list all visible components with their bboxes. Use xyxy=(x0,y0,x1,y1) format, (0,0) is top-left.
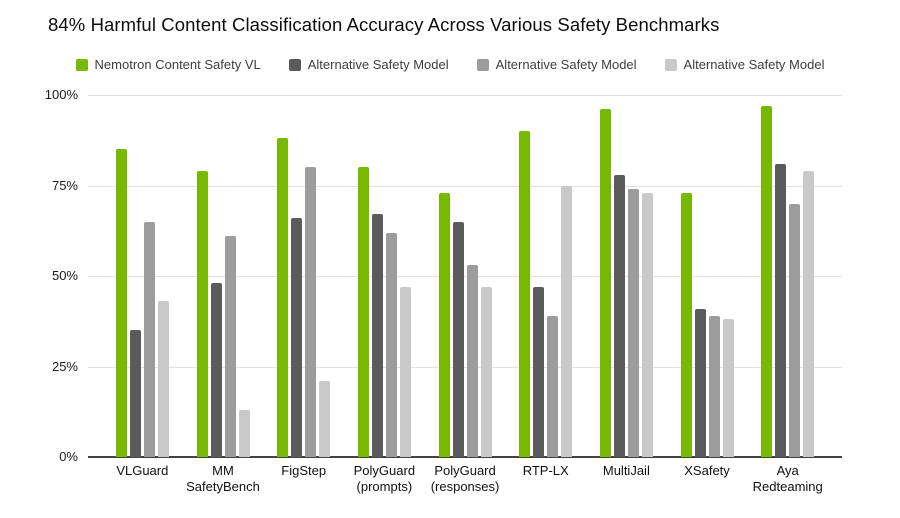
bar-series2-5 xyxy=(547,315,559,457)
chart-title: 84% Harmful Content Classification Accur… xyxy=(48,14,720,35)
legend-item-2: Alternative Safety Model xyxy=(476,57,637,72)
bar-series1-6 xyxy=(613,174,625,457)
bar-series2-7 xyxy=(708,315,720,457)
bar-series3-8 xyxy=(803,171,815,457)
x-label-5: RTP-LX xyxy=(522,463,569,478)
legend-swatch-icon xyxy=(476,58,489,71)
bar-series2-4 xyxy=(466,265,478,457)
bar-group-1 xyxy=(183,95,264,457)
bar-series1-7 xyxy=(694,308,706,457)
x-axis-labels: VLGuard MM SafetyBench FigStep PolyGuard (p… xyxy=(88,463,842,495)
grid-line xyxy=(88,185,842,187)
y-tick-label: 0% xyxy=(59,449,78,464)
legend-swatch-icon xyxy=(664,58,677,71)
bar-series1-8 xyxy=(775,163,787,457)
bar-series3-4 xyxy=(480,286,492,457)
legend-swatch-icon xyxy=(288,58,301,71)
y-tick-label: 50% xyxy=(51,268,78,283)
plot-area: 0% 25% 50% 75% 100% xyxy=(45,88,842,464)
bar-group-6 xyxy=(586,95,667,457)
bar-group-8 xyxy=(747,95,828,457)
bar-series0-8 xyxy=(761,105,773,457)
bar-series1-2 xyxy=(291,218,303,457)
legend-item-1: Alternative Safety Model xyxy=(288,57,449,72)
bar-series3-7 xyxy=(722,319,734,457)
y-tick-label: 100% xyxy=(44,87,78,102)
bar-series0-2 xyxy=(277,138,289,457)
y-tick-label: 25% xyxy=(51,358,78,374)
bar-series3-1 xyxy=(238,409,250,457)
x-label-3: PolyGuard (prompts) xyxy=(353,463,416,494)
bar-series1-4 xyxy=(452,221,464,457)
bar-series0-4 xyxy=(438,192,450,457)
bar-group-2 xyxy=(263,95,344,457)
bar-series1-0 xyxy=(129,330,141,457)
bar-group-4 xyxy=(425,95,506,457)
bar-series2-1 xyxy=(224,236,236,457)
grid-line xyxy=(88,95,842,96)
bar-series2-2 xyxy=(305,167,317,457)
bar-group-5 xyxy=(505,95,586,457)
bar-series2-6 xyxy=(627,189,639,457)
legend-label: Nemotron Content Safety VL xyxy=(94,57,261,72)
legend-swatch-icon xyxy=(75,58,88,71)
bar-series0-1 xyxy=(196,171,208,457)
bar-group-0 xyxy=(102,95,183,457)
bar-series0-3 xyxy=(357,167,369,457)
bar-series0-0 xyxy=(115,149,127,457)
chart-legend: Nemotron Content Safety VL Alternative Sa… xyxy=(0,57,900,72)
x-label-4: PolyGuard (responses) xyxy=(430,463,500,494)
x-label-6: MultiJail xyxy=(602,463,650,478)
bar-group-3 xyxy=(344,95,425,457)
legend-item-0: Nemotron Content Safety VL xyxy=(75,57,261,72)
bar-series3-5 xyxy=(561,185,573,457)
x-label-1: MM SafetyBench xyxy=(186,463,260,494)
x-label-7: XSafety xyxy=(684,463,730,478)
bar-series0-5 xyxy=(519,131,531,457)
bar-series3-6 xyxy=(641,192,653,457)
x-label-8: Aya Redteaming xyxy=(752,463,823,494)
legend-label: Alternative Safety Model xyxy=(683,57,825,72)
bar-group-7 xyxy=(667,95,748,457)
x-axis-baseline xyxy=(88,456,842,458)
x-label-2: FigStep xyxy=(281,463,327,478)
bar-groups xyxy=(88,95,842,457)
x-label-0: VLGuard xyxy=(116,463,169,478)
y-tick-label: 75% xyxy=(51,177,78,193)
legend-label: Alternative Safety Model xyxy=(495,57,637,72)
bar-series0-7 xyxy=(680,192,692,457)
bar-series2-8 xyxy=(789,203,801,457)
bar-series0-6 xyxy=(599,109,611,457)
bar-series1-5 xyxy=(533,286,545,457)
bar-series2-3 xyxy=(385,232,397,457)
legend-label: Alternative Safety Model xyxy=(307,57,449,72)
bar-series1-1 xyxy=(210,283,222,457)
bar-series3-2 xyxy=(319,380,331,457)
grid-line xyxy=(88,276,842,277)
bar-series2-0 xyxy=(143,221,155,457)
bar-series3-0 xyxy=(157,301,169,457)
bar-series3-3 xyxy=(399,286,411,457)
legend-item-3: Alternative Safety Model xyxy=(664,57,825,72)
bar-series1-3 xyxy=(371,214,383,457)
grid-line xyxy=(88,366,842,368)
